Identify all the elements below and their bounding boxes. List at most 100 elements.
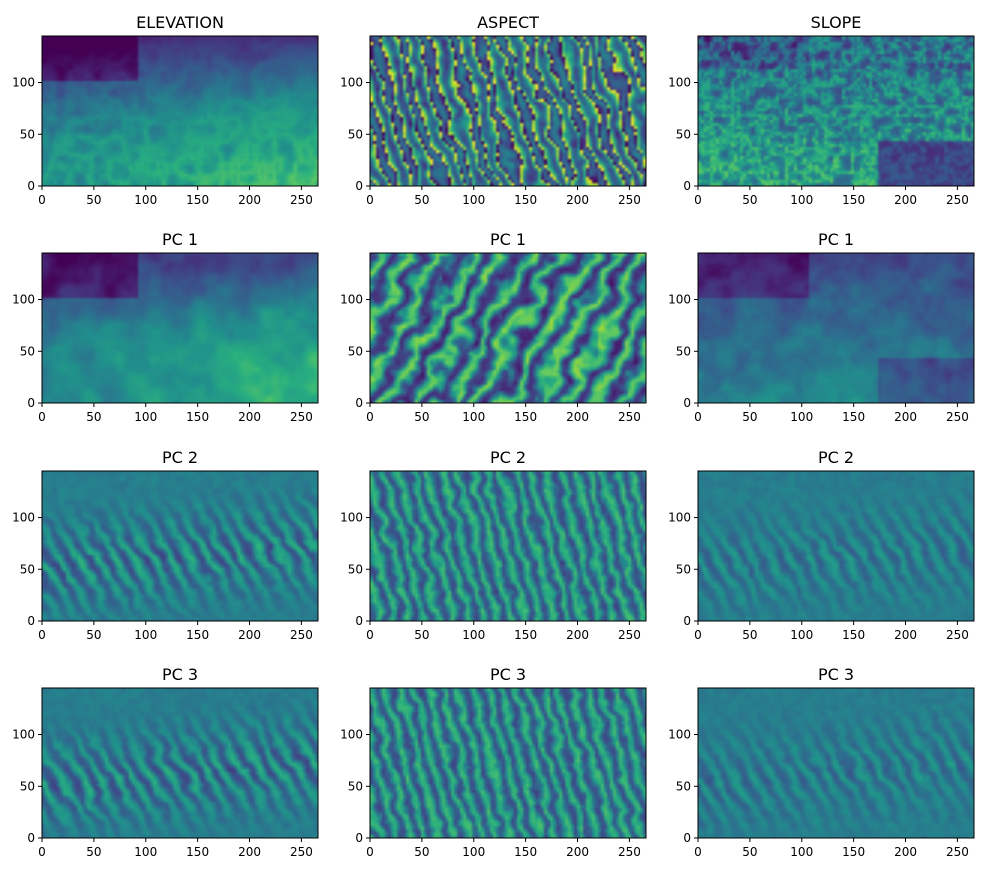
axes-frame: [369, 35, 647, 187]
subplot-4: PC 1 0 50 100 150 200 250 0 50 100: [12, 230, 319, 424]
x-tick-label: 150: [842, 628, 865, 642]
y-tick-label: 50: [676, 779, 691, 793]
x-tick-label: 100: [462, 845, 485, 859]
heatmap-image: [370, 36, 646, 186]
x-tick-label: 0: [694, 410, 702, 424]
axes-frame: [369, 687, 647, 839]
subplot-11: PC 3 0 50 100 150 200 250 0 50 100: [340, 665, 647, 859]
x-tick-label: 250: [618, 193, 641, 207]
y-tick-label: 0: [355, 614, 363, 628]
y-tick-label: 0: [355, 179, 363, 193]
subplot-8: PC 2 0 50 100 150 200 250 0 50 100: [340, 448, 647, 642]
y-tick-label: 0: [355, 396, 363, 410]
x-tick-label: 50: [86, 193, 101, 207]
subplot-title: PC 2: [818, 448, 854, 467]
x-tick-label: 250: [946, 845, 969, 859]
x-tick-label: 250: [946, 410, 969, 424]
subplot-12: PC 3 0 50 100 150 200 250 0 50 100: [668, 665, 975, 859]
axes-frame: [41, 35, 319, 187]
subplot-3: SLOPE 0 50 100 150 200 250 0 50 100: [668, 13, 975, 207]
y-tick-label: 0: [355, 831, 363, 845]
x-tick-label: 200: [894, 628, 917, 642]
y-tick-label: 50: [20, 562, 35, 576]
x-tick-label: 250: [290, 628, 313, 642]
y-tick-label: 100: [340, 511, 363, 525]
y-tick-label: 0: [27, 179, 35, 193]
y-tick-label: 0: [683, 614, 691, 628]
x-tick-label: 0: [38, 628, 46, 642]
x-tick-label: 100: [790, 845, 813, 859]
subplot-title: PC 1: [490, 230, 526, 249]
x-tick-label: 0: [38, 193, 46, 207]
subplot-title: PC 3: [818, 665, 854, 684]
x-tick-label: 200: [566, 410, 589, 424]
heatmap-image: [698, 36, 974, 186]
subplot-title: PC 2: [490, 448, 526, 467]
axes-frame: [697, 252, 975, 404]
x-tick-label: 150: [186, 845, 209, 859]
axes-frame: [41, 252, 319, 404]
y-tick-label: 100: [668, 511, 691, 525]
heatmap-image: [370, 471, 646, 621]
heatmap-image: [698, 253, 974, 403]
axes-frame: [41, 687, 319, 839]
x-tick-label: 50: [414, 410, 429, 424]
heatmap-image: [42, 36, 318, 186]
axes-frame: [697, 35, 975, 187]
x-tick-label: 0: [366, 193, 374, 207]
x-tick-label: 200: [566, 193, 589, 207]
subplot-10: PC 3 0 50 100 150 200 250 0 50 100: [12, 665, 319, 859]
x-tick-label: 250: [290, 410, 313, 424]
y-tick-label: 50: [20, 344, 35, 358]
x-tick-label: 100: [462, 410, 485, 424]
x-tick-label: 150: [842, 193, 865, 207]
subplot-title: SLOPE: [811, 13, 862, 32]
x-tick-label: 150: [514, 410, 537, 424]
subplot-title: ASPECT: [477, 13, 539, 32]
x-tick-label: 50: [742, 410, 757, 424]
x-tick-label: 200: [894, 845, 917, 859]
x-tick-label: 100: [790, 193, 813, 207]
x-tick-label: 200: [238, 193, 261, 207]
axes-frame: [369, 252, 647, 404]
subplot-title: PC 1: [818, 230, 854, 249]
x-tick-label: 0: [366, 628, 374, 642]
x-tick-label: 250: [946, 193, 969, 207]
x-tick-label: 50: [86, 845, 101, 859]
x-tick-label: 50: [414, 628, 429, 642]
heatmap-image: [42, 253, 318, 403]
x-tick-label: 250: [618, 410, 641, 424]
y-tick-label: 100: [340, 728, 363, 742]
y-tick-label: 100: [12, 293, 35, 307]
x-tick-label: 50: [742, 193, 757, 207]
x-tick-label: 0: [38, 845, 46, 859]
x-tick-label: 0: [38, 410, 46, 424]
x-tick-label: 150: [514, 193, 537, 207]
x-tick-label: 0: [366, 845, 374, 859]
y-tick-label: 100: [12, 728, 35, 742]
y-tick-label: 100: [340, 293, 363, 307]
x-tick-label: 150: [514, 845, 537, 859]
x-tick-label: 50: [86, 628, 101, 642]
y-tick-label: 0: [683, 831, 691, 845]
y-tick-label: 0: [27, 614, 35, 628]
y-tick-label: 50: [348, 562, 363, 576]
heatmap-image: [698, 471, 974, 621]
x-tick-label: 100: [462, 193, 485, 207]
x-tick-label: 50: [414, 845, 429, 859]
heatmap-image: [698, 688, 974, 838]
subplot-9: PC 2 0 50 100 150 200 250 0 50 100: [668, 448, 975, 642]
x-tick-label: 200: [894, 410, 917, 424]
x-tick-label: 50: [414, 193, 429, 207]
x-tick-label: 0: [694, 193, 702, 207]
y-tick-label: 50: [676, 562, 691, 576]
x-tick-label: 250: [618, 845, 641, 859]
y-tick-label: 0: [683, 396, 691, 410]
x-tick-label: 150: [514, 628, 537, 642]
subplot-title: PC 1: [162, 230, 198, 249]
subplot-title: PC 3: [162, 665, 198, 684]
x-tick-label: 150: [842, 845, 865, 859]
x-tick-label: 100: [790, 628, 813, 642]
y-tick-label: 50: [20, 779, 35, 793]
